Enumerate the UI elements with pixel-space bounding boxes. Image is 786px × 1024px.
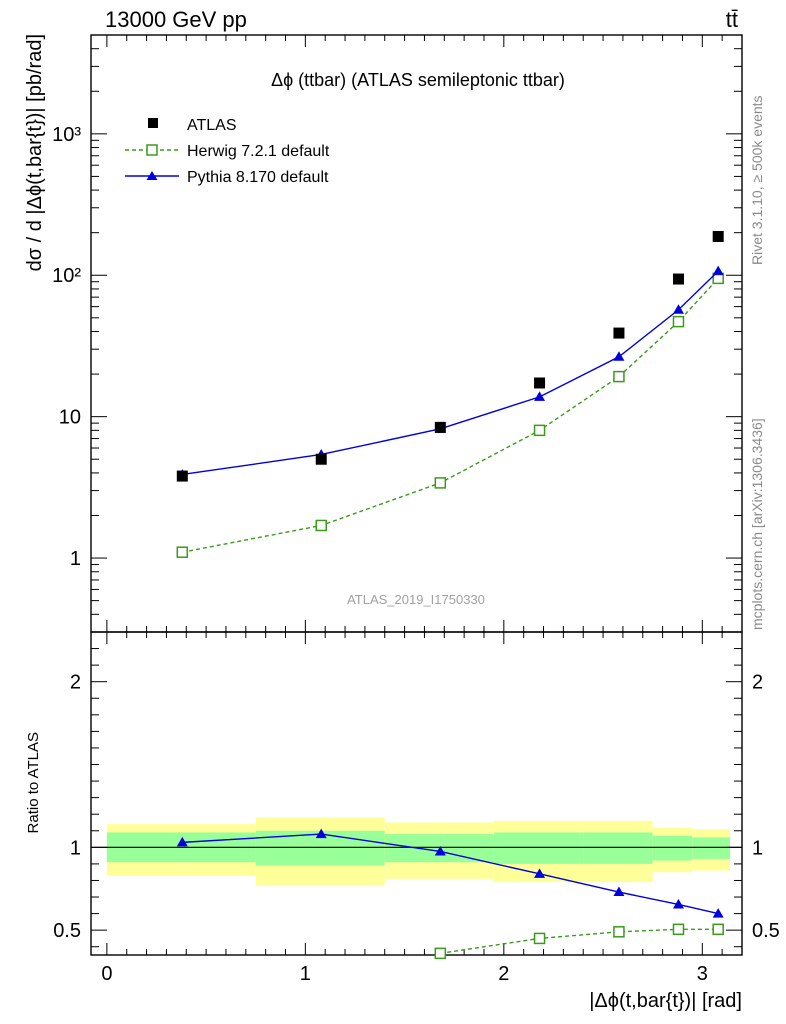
y-tick-label: 10 — [59, 407, 81, 429]
herwig-point — [613, 370, 625, 383]
main-panel: 1 10 10² 10³ Δϕ (ttbar) (ATLAS semileptonic… — [24, 34, 743, 633]
atlas-point — [176, 470, 188, 482]
pythia-ratio-point — [176, 836, 188, 847]
pythia-point — [672, 304, 684, 314]
legend-marker-atlas — [148, 118, 158, 128]
main-y-ticks: 1 10 10² 10³ — [52, 34, 742, 633]
herwig-line — [182, 277, 719, 553]
x-tick-label: 2 — [498, 963, 509, 985]
pythia-ratio-point — [672, 898, 684, 909]
herwig-point — [315, 519, 327, 532]
pythia-ratio-point — [613, 886, 625, 897]
main-x-ticks — [106, 35, 743, 632]
ratio-y-axis-label: Ratio to ATLAS — [25, 732, 42, 833]
x-tick-label: 0 — [101, 963, 112, 985]
ratio-plot-frame — [90, 631, 743, 956]
herwig-ratio-point — [672, 923, 685, 936]
pythia-ratio-point — [712, 908, 724, 918]
uncertainty-band-inner — [583, 832, 653, 864]
herwig-ratio-line — [440, 928, 719, 955]
atlas-point — [434, 421, 446, 433]
herwig-ratio-point — [613, 926, 625, 938]
ratio-y-tick-label-right: 0.5 — [752, 920, 780, 942]
legend-label-atlas: ATLAS — [187, 117, 237, 134]
y-tick-label: 1 — [70, 548, 81, 570]
atlas-point — [672, 273, 684, 285]
pythia-ratio-point — [315, 828, 327, 839]
y-tick-label: 10³ — [52, 124, 81, 146]
analysis-watermark: ATLAS_2019_I1750330 — [347, 592, 485, 607]
uncertainty-band-inner — [692, 837, 731, 859]
legend-marker-pythia — [146, 171, 158, 180]
mcplots-reference-label: mcplots.cern.ch [arXiv:1306.3436] — [749, 418, 765, 630]
pythia-point — [712, 265, 724, 276]
herwig-ratio-point — [434, 947, 447, 960]
ratio-x-ticks: 0 1 2 3 — [101, 632, 743, 985]
ratio-series-layer — [176, 828, 724, 960]
main-series-layer — [176, 230, 724, 558]
pythia-ratio-point — [434, 845, 446, 856]
herwig-ratio-point — [712, 923, 724, 936]
pythia-point — [534, 391, 546, 401]
atlas-point — [712, 230, 724, 242]
process-label: tt̄ — [726, 7, 738, 32]
herwig-point — [434, 477, 447, 489]
x-axis-label: |Δϕ(t,bar{t})| [rad] — [589, 990, 742, 1012]
uncertainty-band-inner — [493, 832, 584, 864]
ratio-y-ticks: 0.5 0.5 1 1 2 2 — [53, 648, 780, 948]
main-y-axis-label: dσ / d |Δϕ(t,bar{t})| [pb/rad] — [24, 34, 46, 271]
legend-marker-herwig — [146, 144, 158, 156]
ratio-y-tick-label-right: 2 — [752, 672, 763, 694]
y-tick-label: 10² — [52, 265, 81, 287]
ratio-y-tick-label-right: 1 — [752, 837, 763, 859]
ratio-band-layer — [106, 817, 731, 886]
herwig-point — [672, 315, 685, 328]
ratio-y-tick-label: 1 — [70, 837, 81, 859]
uncertainty-band-inner — [652, 835, 693, 861]
main-chart-title: Δϕ (ttbar) (ATLAS semileptonic ttbar) — [271, 70, 565, 90]
legend-label-pythia: Pythia 8.170 default — [187, 169, 329, 186]
x-tick-label: 3 — [697, 963, 708, 985]
atlas-point — [613, 327, 625, 339]
pythia-line — [182, 270, 719, 476]
herwig-ratio-point — [533, 932, 546, 945]
pythia-ratio-point — [534, 868, 546, 878]
pythia-point — [613, 351, 625, 361]
legend: ATLAS Herwig 7.2.1 default Pythia 8.170 … — [125, 117, 330, 186]
ratio-y-tick-label: 2 — [70, 672, 81, 694]
atlas-point — [534, 377, 546, 389]
legend-label-herwig: Herwig 7.2.1 default — [187, 143, 330, 160]
ratio-y-tick-label: 0.5 — [53, 920, 81, 942]
atlas-point — [315, 453, 327, 465]
herwig-point — [533, 424, 546, 437]
ratio-panel: 0 1 2 3 0.5 0.5 1 1 2 2 Ratio to ATLAS |Δϕ(t,bar… — [25, 631, 780, 1012]
energy-label: 13000 GeV pp — [105, 7, 247, 32]
x-tick-label: 1 — [300, 963, 311, 985]
rivet-version-label: Rivet 3.1.10, ≥ 500k events — [749, 95, 765, 265]
herwig-point — [176, 546, 189, 558]
